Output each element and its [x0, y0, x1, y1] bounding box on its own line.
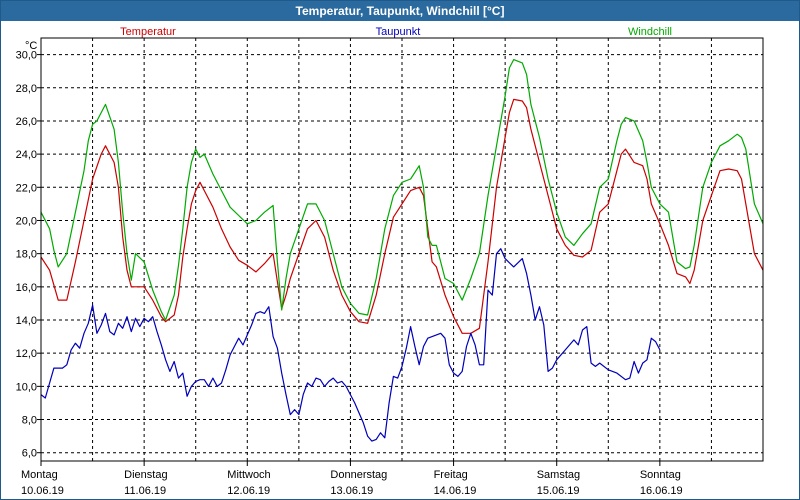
- x-tick-date-label: 10.06.19: [21, 485, 64, 497]
- series-layer: [40, 58, 764, 442]
- y-tick-label: 16,0: [16, 282, 37, 294]
- legend: Temperatur Taupunkt Windchill: [120, 26, 672, 38]
- x-tick-day-label: Montag: [21, 469, 58, 481]
- legend-entry-windchill: Windchill: [628, 26, 672, 38]
- y-tick-label: 10,0: [16, 381, 37, 393]
- series-line-temperatur: [40, 98, 764, 334]
- x-tick-day-label: Mittwoch: [227, 469, 270, 481]
- x-tick-day-label: Samstag: [537, 469, 580, 481]
- window-title: Temperatur, Taupunkt, Windchill [°C]: [1, 1, 799, 21]
- x-tick-date-label: 14.06.19: [434, 485, 477, 497]
- y-tick-label: 8,0: [22, 415, 37, 427]
- y-tick-label: 12,0: [16, 348, 37, 360]
- y-tick-label: 20,0: [16, 215, 37, 227]
- x-tick-day-label: Donnerstag: [330, 469, 387, 481]
- y-tick-label: 6,0: [22, 448, 37, 460]
- legend-entry-temperatur: Temperatur: [120, 26, 176, 38]
- x-tick-date-label: 12.06.19: [227, 485, 270, 497]
- y-tick-label: 24,0: [16, 149, 37, 161]
- x-axis: Montag 10.06.19 Dienstag 11.06.19 Mittwoch 12…: [21, 461, 683, 497]
- y-tick-label: 14,0: [16, 315, 37, 327]
- plot-area-frame: [40, 37, 764, 462]
- series-line-windchill: [40, 58, 764, 321]
- x-tick-date-label: 15.06.19: [537, 485, 580, 497]
- y-axis: 6,0 8,0 10,0 12,0 14,0 16,0 18,0 20,0 22,0 24,0 26…: [16, 50, 41, 460]
- y-tick-label: 26,0: [16, 116, 37, 128]
- x-tick-day-label: Sonntag: [640, 469, 681, 481]
- y-axis-unit-label: °C: [25, 40, 37, 52]
- legend-entry-taupunkt: Taupunkt: [376, 26, 421, 38]
- y-tick-label: 30,0: [16, 50, 37, 62]
- x-tick-day-label: Dienstag: [124, 469, 167, 481]
- x-tick-date-label: 16.06.19: [640, 485, 683, 497]
- y-tick-label: 22,0: [16, 182, 37, 194]
- x-tick-day-label: Freitag: [434, 469, 468, 481]
- grid: [41, 38, 763, 461]
- x-tick-date-label: 11.06.19: [124, 485, 166, 497]
- series-line-taupunkt: [40, 248, 661, 442]
- y-tick-label: 28,0: [16, 83, 37, 95]
- x-tick-date-label: 13.06.19: [330, 485, 373, 497]
- y-tick-label: 18,0: [16, 249, 37, 261]
